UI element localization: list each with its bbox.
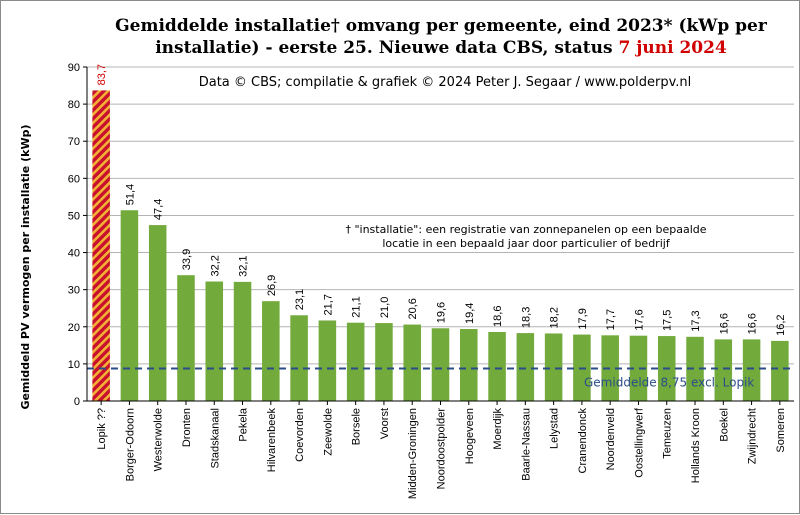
x-tick-label: Lopik ??	[96, 408, 108, 450]
data-label: 23,1	[294, 289, 306, 310]
data-label: 18,2	[549, 307, 561, 328]
data-label: 17,9	[577, 308, 589, 329]
bar	[544, 333, 563, 401]
chart-title-line2-prefix: installatie) - eerste 25. Nieuwe data CB…	[155, 38, 618, 58]
x-tick-label: Voorst	[379, 408, 391, 439]
bar	[148, 225, 167, 401]
data-label: 83,7	[96, 64, 108, 85]
x-tick-label: Midden-Groningen	[407, 408, 419, 499]
x-tick-label: Moerdijk	[492, 408, 504, 450]
x-tick-label: Someren	[775, 408, 787, 453]
y-tick-label: 80	[68, 99, 80, 111]
bar	[120, 210, 139, 401]
data-label: 17,6	[633, 309, 645, 330]
chart-title-line2: installatie) - eerste 25. Nieuwe data CB…	[155, 38, 727, 58]
bar	[714, 339, 733, 401]
data-label: 32,1	[238, 255, 250, 276]
y-axis-label: Gemiddeld PV vermogen per installatie (k…	[19, 125, 32, 410]
data-label: 26,9	[266, 275, 278, 296]
data-labels: 83,7 51,4 47,4 33,9 32,2 32,1 26,9 23,1 21,7 21,1…	[96, 64, 787, 336]
y-tick-label: 90	[68, 62, 80, 74]
x-tick-label: Stadskanaal	[209, 408, 221, 469]
data-label: 19,6	[436, 302, 448, 323]
bar	[516, 333, 535, 401]
bar	[771, 340, 789, 401]
x-tick-label: Noordenveld	[605, 408, 617, 470]
data-label: 16,6	[747, 313, 759, 334]
data-label: 32,2	[209, 255, 221, 276]
bar	[233, 281, 252, 401]
data-label: 21,1	[351, 296, 363, 317]
bar	[205, 281, 224, 401]
x-tick-label: Westerwolde	[153, 408, 165, 471]
y-tick-label: 50	[68, 210, 80, 222]
x-tick-label: Boekel	[718, 408, 730, 442]
gridlines	[87, 66, 794, 365]
x-tick-label: Zeewolde	[322, 408, 334, 456]
x-tick-label: Hoogeveen	[464, 408, 476, 464]
bar	[460, 329, 478, 401]
y-tick-label: 0	[74, 396, 80, 408]
x-tick-label: Temeuzen	[662, 408, 674, 459]
bar	[601, 335, 619, 401]
x-tick-label: Hilvarenbeek	[266, 408, 278, 473]
bar	[375, 323, 393, 401]
y-tick-label: 30	[68, 285, 80, 297]
data-label: 17,3	[690, 310, 702, 331]
annotation-line1: † "installatie": een registratie van zon…	[345, 223, 706, 236]
data-label: 21,0	[379, 297, 391, 318]
y-tick-label: 40	[68, 248, 80, 260]
data-label: 17,7	[605, 309, 617, 330]
x-tick-label: Coevorden	[294, 408, 306, 462]
data-label: 17,5	[662, 310, 674, 331]
bar	[431, 328, 450, 401]
data-label: 20,6	[407, 298, 419, 319]
chart-subtitle: Data © CBS; compilatie & grafiek © 2024 …	[199, 75, 692, 90]
bar	[629, 335, 648, 401]
x-tick-label: Dronten	[181, 408, 193, 447]
x-tick-label: Zwijndrecht	[747, 408, 759, 464]
x-tick-label: Cranendonck	[577, 408, 589, 474]
bar	[262, 301, 280, 401]
x-tick-label: Baarle-Nassau	[520, 408, 532, 481]
data-label: 47,4	[153, 199, 165, 220]
data-label: 18,6	[492, 306, 504, 327]
x-tick-label: Lelystad	[549, 408, 561, 449]
bar	[488, 331, 506, 401]
bar	[318, 320, 337, 401]
x-axis-labels: Lopik ?? Borger-Odoorn Westerwolde Dronten S…	[96, 401, 787, 499]
bar	[346, 322, 365, 401]
data-label: 18,3	[520, 307, 532, 328]
y-tick-label: 60	[68, 173, 80, 185]
data-label: 21,7	[322, 294, 334, 315]
x-tick-label: Borsele	[351, 408, 363, 445]
x-tick-label: Borger-Odoorn	[124, 408, 136, 481]
y-tick-label: 70	[68, 136, 80, 148]
data-label: 19,4	[464, 303, 476, 324]
bar	[177, 275, 195, 401]
chart-title-date: 7 juni 2024	[618, 38, 726, 58]
bar	[290, 315, 308, 401]
bar	[686, 336, 704, 401]
x-tick-label: Hollands Kroon	[690, 408, 702, 483]
y-tick-label: 10	[68, 359, 80, 371]
y-axis-ticks: 0 10 20 30 40 50 60 70 80 90	[68, 62, 87, 408]
bar	[403, 324, 421, 401]
x-tick-label: Pekela	[238, 407, 250, 442]
data-label: 16,2	[775, 314, 787, 335]
data-label: 33,9	[181, 249, 193, 270]
y-tick-label: 20	[68, 322, 80, 334]
annotation-line2: locatie in een bepaald jaar door particu…	[382, 237, 671, 250]
x-tick-label: Oostellingwerf	[633, 407, 645, 478]
bars	[92, 90, 789, 401]
data-label: 51,4	[124, 184, 136, 205]
chart-title-line1: Gemiddelde installatie† omvang per gemee…	[115, 16, 768, 36]
data-label: 16,6	[718, 313, 730, 334]
x-tick-label: Noordoostpolder	[436, 408, 448, 490]
bar-highlight	[92, 90, 110, 401]
bar	[742, 339, 761, 401]
average-label: Gemiddelde 8,75 excl. Lopik	[584, 376, 754, 390]
